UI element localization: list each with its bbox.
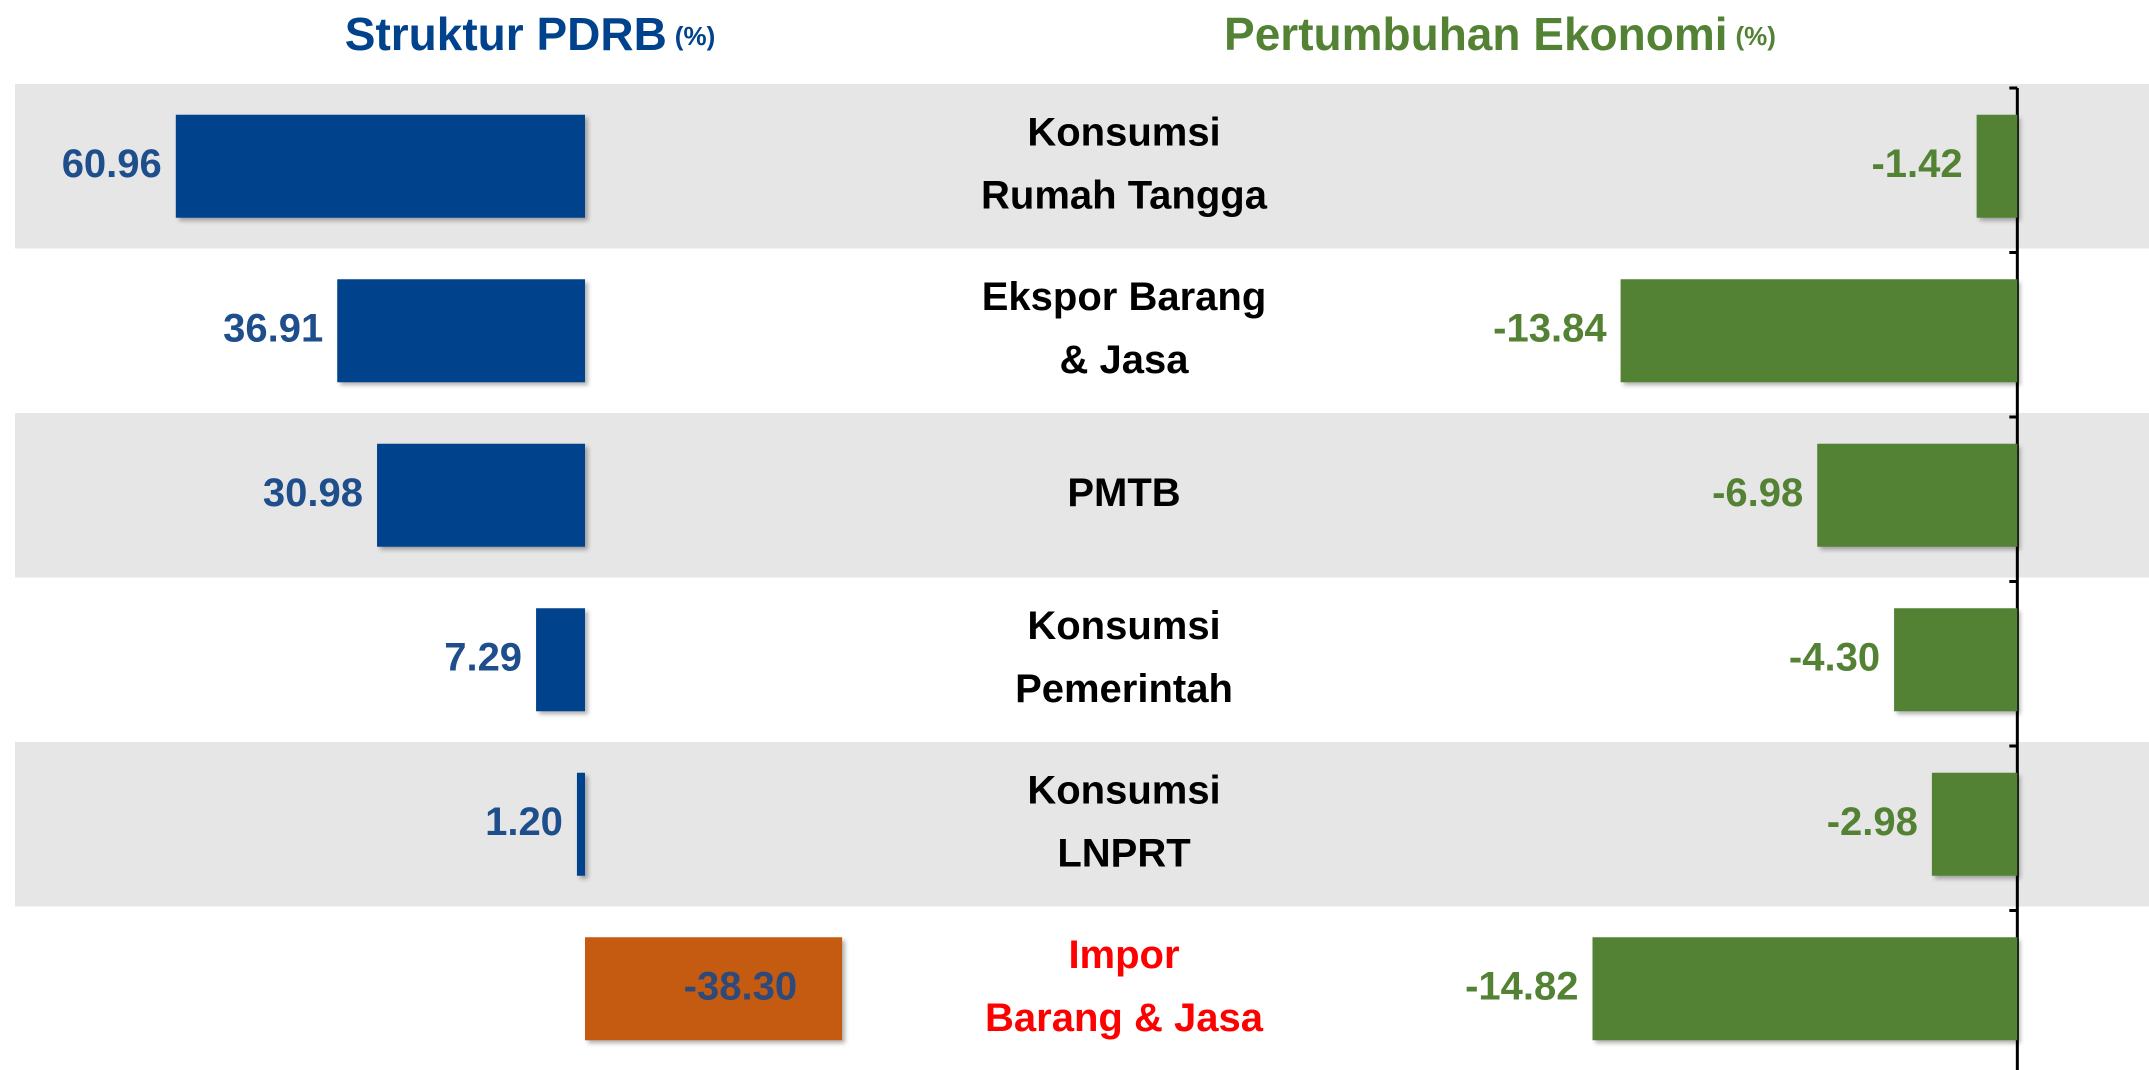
chart-title: Pertumbuhan Ekonomi (%) bbox=[1224, 8, 1776, 60]
title-unit: (%) bbox=[1736, 21, 1776, 51]
row-stripe bbox=[15, 413, 2149, 578]
category-label: Ekspor Barang bbox=[982, 275, 1267, 319]
title-text: Struktur PDRB bbox=[345, 8, 667, 60]
bar bbox=[1976, 114, 2018, 218]
value-label: -38.30 bbox=[684, 964, 797, 1008]
value-label: -2.98 bbox=[1827, 800, 1918, 844]
category-label: Konsumsi bbox=[1027, 604, 1220, 648]
value-label: -1.42 bbox=[1871, 142, 1962, 186]
bar bbox=[576, 772, 585, 876]
category-label: Impor bbox=[1068, 933, 1179, 977]
category-label: Rumah Tangga bbox=[981, 173, 1268, 217]
bar bbox=[377, 443, 585, 547]
value-label: 7.29 bbox=[444, 635, 522, 679]
bar bbox=[1817, 443, 2018, 547]
category-label: Pemerintah bbox=[1015, 667, 1233, 711]
value-label: -14.82 bbox=[1465, 964, 1578, 1008]
category-label: Konsumsi bbox=[1027, 768, 1220, 812]
title-text: Pertumbuhan Ekonomi bbox=[1224, 8, 1727, 60]
category-label: Barang & Jasa bbox=[985, 996, 1264, 1040]
bar bbox=[1620, 279, 2018, 383]
bar bbox=[585, 937, 843, 1041]
value-label: 36.91 bbox=[223, 306, 323, 350]
category-label: Konsumsi bbox=[1027, 110, 1220, 154]
bar bbox=[1592, 937, 2018, 1041]
value-label: 30.98 bbox=[263, 471, 363, 515]
bar bbox=[536, 608, 585, 712]
value-label: -4.30 bbox=[1789, 635, 1880, 679]
value-label: -13.84 bbox=[1493, 306, 1607, 350]
category-label: PMTB bbox=[1067, 471, 1180, 515]
row-stripes bbox=[15, 84, 2149, 907]
bar bbox=[175, 114, 585, 218]
bar bbox=[337, 279, 585, 383]
title-unit: (%) bbox=[675, 21, 715, 51]
category-label: & Jasa bbox=[1060, 338, 1190, 382]
value-label: -6.98 bbox=[1712, 471, 1803, 515]
bar bbox=[1931, 772, 2018, 876]
row-stripe bbox=[15, 742, 2149, 907]
value-label: 1.20 bbox=[485, 800, 563, 844]
bar bbox=[1894, 608, 2018, 712]
chart-title: Struktur PDRB (%) bbox=[345, 8, 715, 60]
category-label: LNPRT bbox=[1057, 831, 1190, 875]
value-label: 60.96 bbox=[62, 142, 162, 186]
